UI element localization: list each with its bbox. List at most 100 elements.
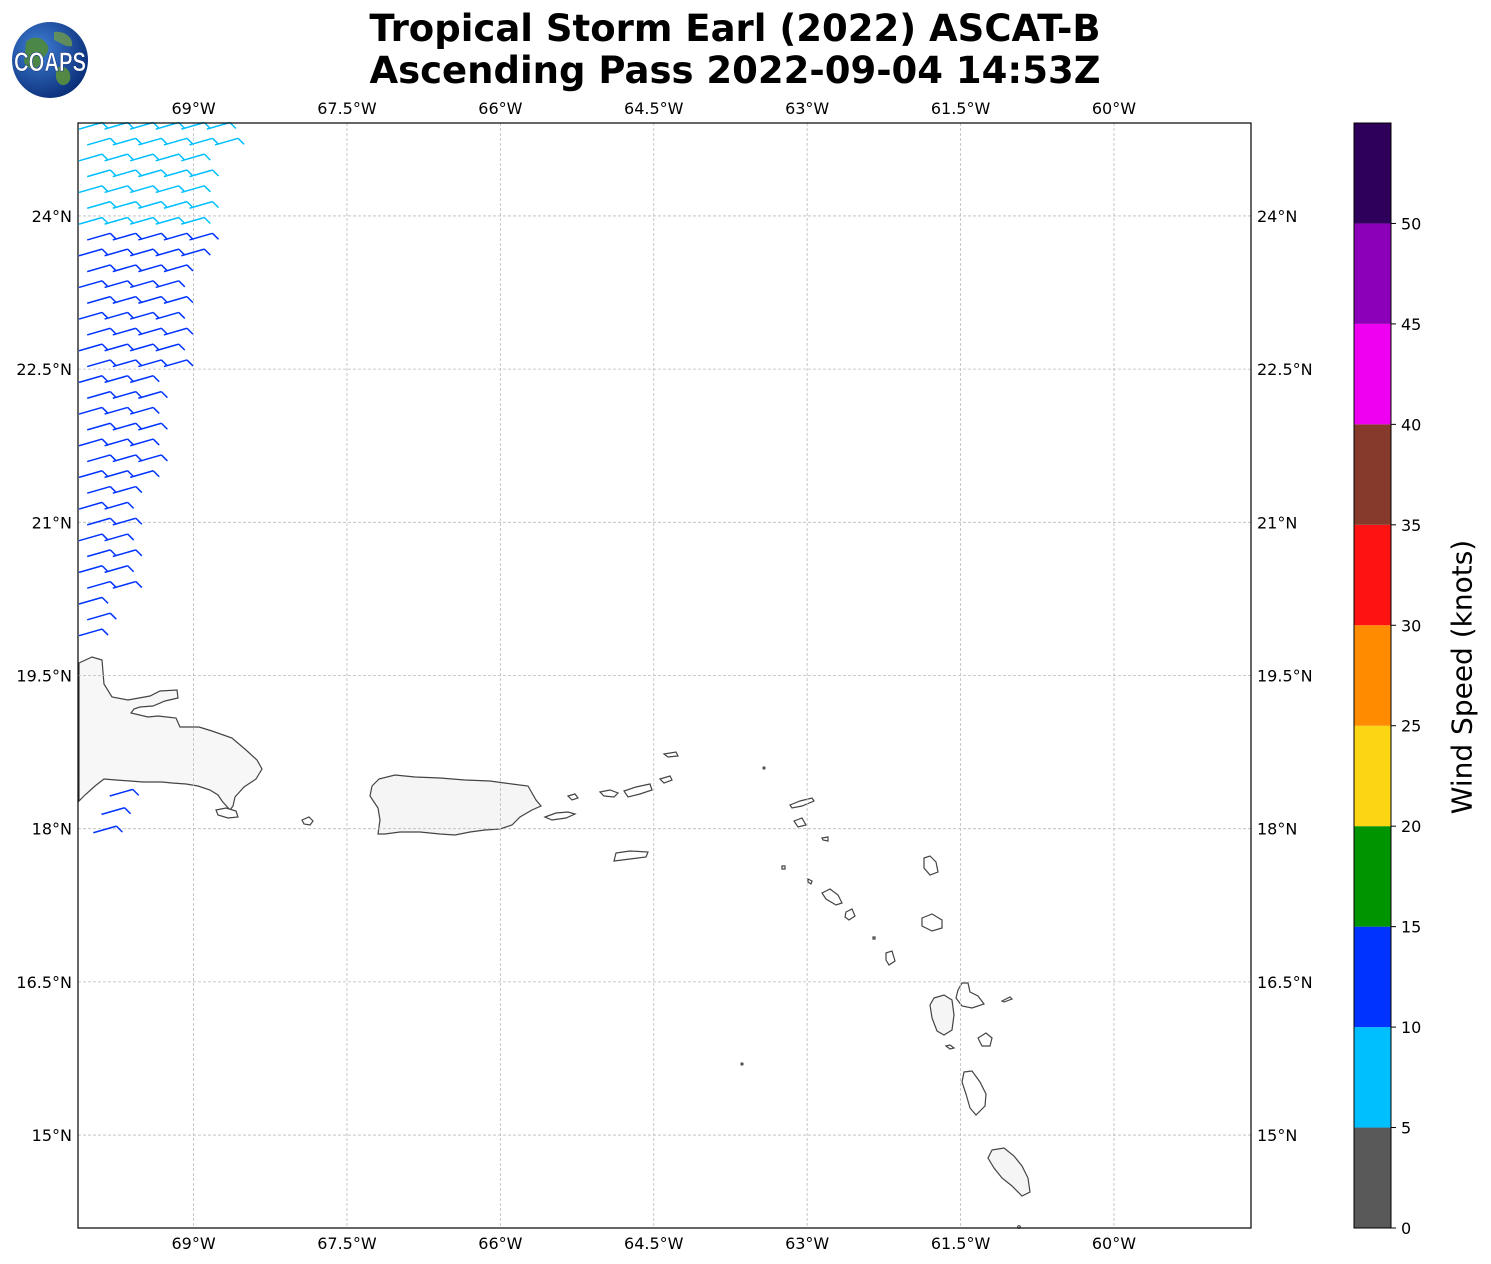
wind-barb [86,517,117,526]
saba-island [781,865,786,870]
wind-barb [104,470,135,479]
wind-barb [129,438,160,447]
anguilla-island [789,797,815,809]
colorbar-bin [1354,123,1391,224]
wind-barb [104,185,135,194]
wind-barb [129,343,160,352]
wind-barb [189,200,220,209]
colorbar-frame [1353,122,1392,1229]
wind-barb [112,485,143,494]
wind-barb [86,612,117,621]
colorbar-tick-label: 30 [1401,616,1421,635]
marie-galante-island [977,1032,993,1047]
wind-barb [129,375,160,384]
wind-barb [104,438,135,447]
wind-barb [155,280,186,289]
antigua-island [921,913,943,932]
wind-barb [86,422,117,431]
wind-barb [181,248,211,257]
lon-tick-label-top: 69°W [171,99,215,118]
wind-barb [138,327,168,336]
colorbar-tick-label: 0 [1401,1219,1411,1238]
wind-barbs [78,121,245,834]
wind-barb [78,406,109,415]
colorbar-tick-label: 35 [1401,516,1421,535]
aves-island [740,1062,744,1066]
colorbar-label: Wind Speed (knots) [1445,539,1479,815]
lon-tick-label-bottom: 60°W [1092,1234,1136,1253]
montserrat-island [885,950,896,966]
wind-barb [78,375,109,384]
la-desirade-island [1000,996,1014,1003]
culebra-island [566,793,579,801]
lon-tick-label-bottom: 67.5°W [317,1234,377,1253]
lon-tick-label-top: 66°W [478,99,522,118]
st-croix-island [613,850,649,862]
wind-barb [138,200,168,209]
wind-barb [112,580,143,589]
wind-barb [86,454,117,463]
colorbar-bin [1354,223,1391,324]
wind-barb [181,216,211,225]
sombrero-islet [762,766,766,770]
anegada-island [662,751,679,758]
colorbar-tick-label: 20 [1401,817,1421,836]
wind-barb [86,232,117,241]
hispaniola-coast [78,656,263,811]
colorbar: 0 5 10 15 20 25 30 35 40 45 50 [1353,122,1421,1238]
colorbar-tick-label: 50 [1401,214,1421,233]
wind-barb [112,200,143,209]
st-thomas-island [598,789,620,798]
wind-barb [163,169,194,178]
colorbar-bin [1354,424,1391,525]
lon-tick-label-top: 60°W [1092,99,1136,118]
wind-barb [78,311,109,320]
lat-tick-label-right: 21°N [1257,513,1297,532]
wind-barb [112,169,143,178]
wind-barb [109,788,140,797]
wind-barb [104,406,135,415]
colorbar-bin [1354,926,1391,1028]
st-barthelemy-island [821,836,829,842]
wind-barb [104,280,135,289]
wind-barb [129,248,160,257]
wind-barb [138,137,168,146]
svg-text:COAPS: COAPS [14,47,86,77]
st-eustatius-island [807,878,813,885]
wind-barb [86,327,117,336]
guadeloupe-grande-terre [955,982,985,1009]
wind-barb [104,533,135,542]
wind-barb [138,264,168,273]
colorbar-bin [1354,323,1391,425]
lat-tick-label-left: 21°N [32,513,72,532]
wind-barb [138,454,168,463]
st-kitts-island [821,888,843,906]
wind-barb [138,232,168,241]
barbuda-island [923,855,939,876]
lat-tick-label-left: 16.5°N [16,973,72,992]
axis-ticks: 69°W 69°W 67.5°W 67.5°W 66°W 66°W 64.5°W 64.5°W… [16,99,1312,1253]
wind-barb [78,564,109,574]
wind-barb [155,185,186,194]
land-layer [78,656,1031,1229]
wind-barb [155,311,186,320]
wind-barb [78,438,109,447]
wind-barb [189,169,220,178]
lat-tick-label-left: 15°N [32,1126,72,1145]
mona-island [301,816,314,826]
lon-tick-label-top: 67.5°W [317,99,377,118]
st-john-tortola [623,783,653,798]
wind-barb [78,501,109,510]
martinique-island [987,1147,1031,1197]
wind-barb [129,280,160,289]
map-frame [77,122,1252,1229]
wind-barb [78,248,109,257]
guadeloupe-basse-terre [929,994,955,1036]
chart-title-line-2: Ascending Pass 2022-09-04 14:53Z [369,49,1101,92]
lat-tick-label-right: 15°N [1257,1126,1297,1145]
wind-barb [189,232,220,241]
wind-barb [181,185,211,194]
wind-barb [78,533,109,542]
wind-barb [112,295,143,304]
